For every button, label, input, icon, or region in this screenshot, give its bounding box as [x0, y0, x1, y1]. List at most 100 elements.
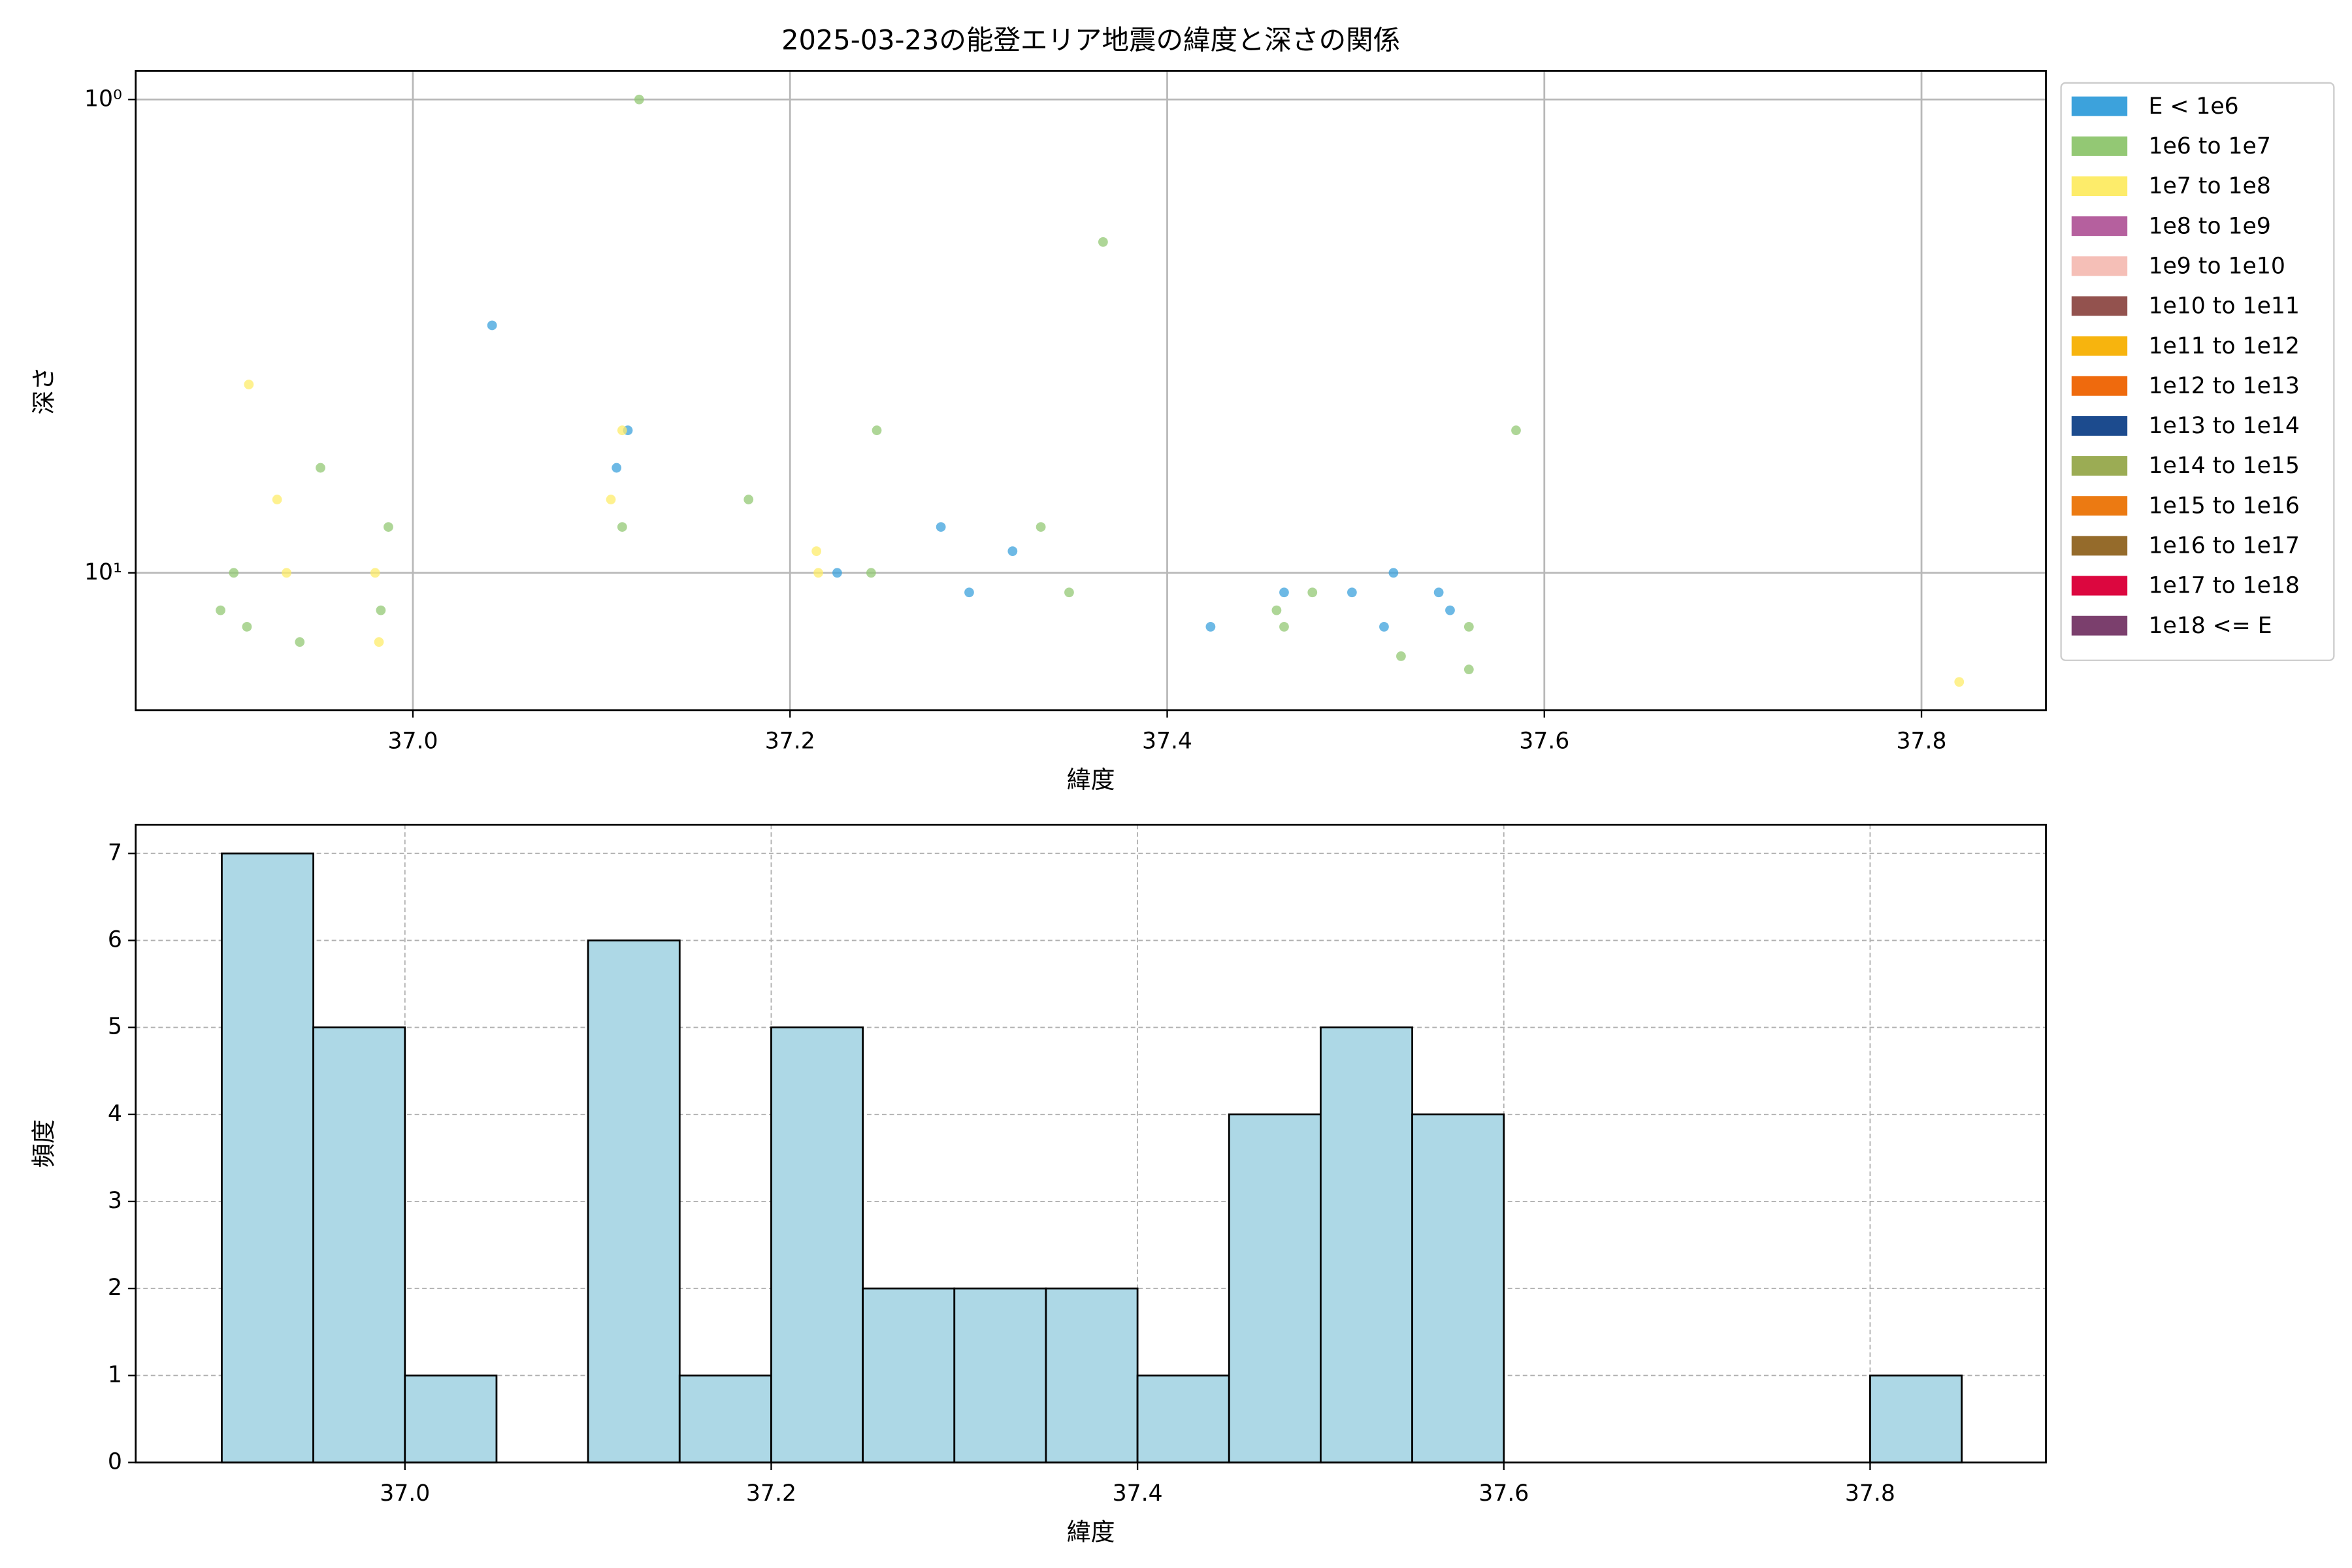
point: [1396, 651, 1406, 661]
point: [1307, 587, 1318, 598]
point: [813, 568, 823, 578]
legend-swatch: [2071, 176, 2128, 196]
legend-label: 1e17 to 1e18: [2148, 573, 2299, 599]
bar: [587, 939, 681, 1463]
legend-swatch: [2071, 96, 2128, 116]
point: [1279, 621, 1289, 632]
bar: [1228, 1113, 1322, 1463]
point: [1279, 587, 1289, 598]
point: [1379, 621, 1389, 632]
point: [1511, 425, 1521, 436]
y-tick-label: 10⁰: [84, 86, 122, 112]
point: [1347, 587, 1357, 598]
x-tick-label: 37.8: [1897, 728, 1947, 754]
legend-label: 1e9 to 1e10: [2148, 253, 2285, 279]
point: [1036, 522, 1046, 532]
legend-label: 1e11 to 1e12: [2148, 333, 2299, 359]
y-tick-label: 10¹: [84, 559, 122, 585]
point: [743, 495, 754, 504]
axes-frame: [135, 823, 2047, 1463]
point: [612, 463, 622, 473]
legend-swatch: [2071, 136, 2128, 156]
legend-swatch: [2071, 256, 2128, 276]
point: [376, 605, 386, 615]
point: [606, 495, 616, 504]
point: [617, 522, 627, 532]
x-axis-label: 緯度: [1067, 766, 1115, 794]
bar: [1320, 1026, 1413, 1463]
point: [1007, 546, 1018, 557]
bar: [221, 852, 314, 1463]
legend-label: 1e14 to 1e15: [2148, 453, 2299, 479]
axes-frame: [135, 70, 2047, 711]
y-tick-label: 4: [108, 1101, 122, 1127]
point: [282, 568, 291, 578]
point: [242, 621, 252, 632]
legend-swatch: [2071, 216, 2128, 237]
bar: [1136, 1374, 1230, 1463]
bar: [770, 1026, 864, 1463]
point: [1463, 664, 1474, 675]
point: [1271, 605, 1282, 615]
point: [216, 605, 225, 615]
legend-swatch: [2071, 416, 2128, 436]
point: [487, 320, 497, 331]
point: [1954, 677, 1965, 687]
y-tick-label: 2: [108, 1275, 122, 1301]
point: [872, 425, 882, 436]
point: [617, 425, 627, 436]
point: [832, 568, 842, 578]
x-axis-label: 緯度: [1067, 1518, 1115, 1546]
legend-label: 1e7 to 1e8: [2148, 173, 2270, 199]
x-tick-label: 37.8: [1845, 1480, 1895, 1507]
point: [295, 637, 305, 647]
legend-swatch: [2071, 456, 2128, 476]
point: [1388, 568, 1399, 578]
legend-label: E < 1e6: [2148, 93, 2238, 120]
y-axis-label: 深さ: [30, 367, 58, 415]
point: [384, 522, 393, 532]
legend-swatch: [2071, 615, 2128, 636]
legend-label: 1e12 to 1e13: [2148, 373, 2299, 399]
y-tick-label: 6: [108, 926, 122, 953]
legend-label: 1e13 to 1e14: [2148, 413, 2299, 439]
point: [374, 637, 384, 647]
x-tick-label: 37.4: [1142, 728, 1192, 754]
chart-title: 2025-03-23の能登エリア地震の緯度と深さの関係: [781, 24, 1400, 56]
bar: [678, 1374, 772, 1463]
point: [316, 463, 325, 473]
bar: [862, 1287, 956, 1463]
x-tick-label: 37.2: [746, 1480, 796, 1507]
bar: [1411, 1113, 1505, 1463]
point: [1205, 621, 1216, 632]
point: [1098, 237, 1108, 247]
y-tick-label: 5: [108, 1014, 122, 1040]
legend-swatch: [2071, 376, 2128, 396]
legend-swatch: [2071, 536, 2128, 556]
legend-label: 1e16 to 1e17: [2148, 533, 2299, 559]
bar: [953, 1287, 1047, 1463]
legend-label: 1e18 <= E: [2148, 613, 2272, 639]
legend-swatch: [2071, 496, 2128, 516]
point: [272, 495, 282, 504]
bar: [404, 1374, 498, 1463]
x-tick-label: 37.4: [1113, 1480, 1163, 1507]
x-tick-label: 37.0: [387, 728, 438, 754]
legend-swatch: [2071, 336, 2128, 356]
point: [1064, 587, 1074, 598]
legend-box: [2060, 82, 2335, 661]
point: [936, 522, 946, 532]
point: [1445, 605, 1455, 615]
y-tick-label: 1: [108, 1362, 122, 1388]
point: [1433, 587, 1444, 598]
point: [229, 568, 239, 578]
x-tick-label: 37.6: [1478, 1480, 1529, 1507]
y-tick-label: 3: [108, 1188, 122, 1214]
point: [964, 587, 974, 598]
legend-label: 1e8 to 1e9: [2148, 213, 2270, 239]
y-axis-label: 頻度: [30, 1119, 58, 1168]
point: [634, 94, 644, 105]
legend-swatch: [2071, 296, 2128, 316]
